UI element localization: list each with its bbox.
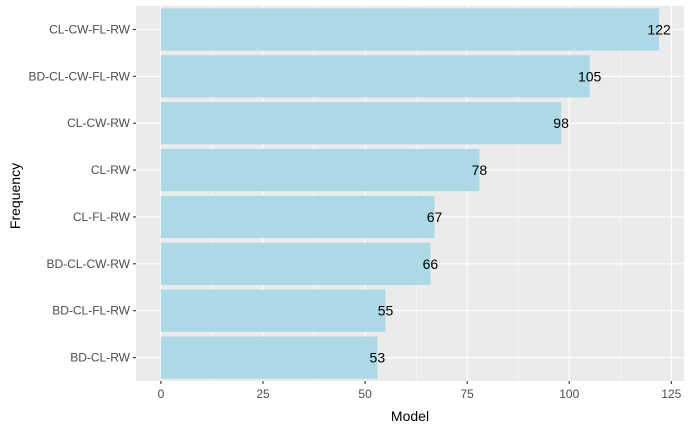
y-tick-label: CL-RW [91,163,131,177]
x-axis-ticks: 0 25 50 75 100 125 [158,381,682,401]
bar-cl-cw-rw [160,102,562,145]
bar-cl-cw-fl-rw [160,8,660,51]
data-label: 78 [472,162,488,178]
x-tick-label: 75 [460,387,474,401]
bar-cl-rw [160,148,480,192]
y-tick-label: BD-CL-CW-FL-RW [28,69,130,83]
y-tick-label: CL-CW-FL-RW [49,22,131,36]
data-label: 98 [553,115,569,131]
y-axis-ticks: CL-CW-FL-RW BD-CL-CW-FL-RW CL-CW-RW CL-RW CL… [28,22,136,365]
y-tick-label: BD-CL-FL-RW [52,304,130,318]
y-tick-label: BD-CL-CW-RW [46,257,130,271]
bar-cl-fl-rw [160,195,435,239]
bars [160,8,660,379]
x-tick-label: 100 [559,387,579,401]
y-tick-label: CL-CW-RW [67,116,131,130]
bar-bd-cl-fl-rw [160,289,386,332]
data-label: 66 [423,256,439,272]
bar-bd-cl-rw [160,336,378,379]
data-label: 105 [578,68,602,84]
x-tick-label: 25 [256,387,270,401]
x-axis-title: Model [391,408,429,424]
bar-bd-cl-cw-fl-rw [160,55,590,98]
data-label: 67 [427,209,443,225]
x-tick-label: 50 [358,387,372,401]
bar-bd-cl-cw-rw [160,242,431,285]
y-axis-title: Frequency [7,163,23,229]
data-label: 55 [378,303,394,319]
y-tick-label: BD-CL-RW [70,351,130,365]
x-tick-label: 125 [661,387,681,401]
y-tick-label: CL-FL-RW [73,210,131,224]
data-label: 53 [370,350,386,366]
data-labels: 122 105 98 78 67 66 55 53 [370,21,671,365]
data-label: 122 [647,21,671,37]
x-tick-label: 0 [158,387,165,401]
